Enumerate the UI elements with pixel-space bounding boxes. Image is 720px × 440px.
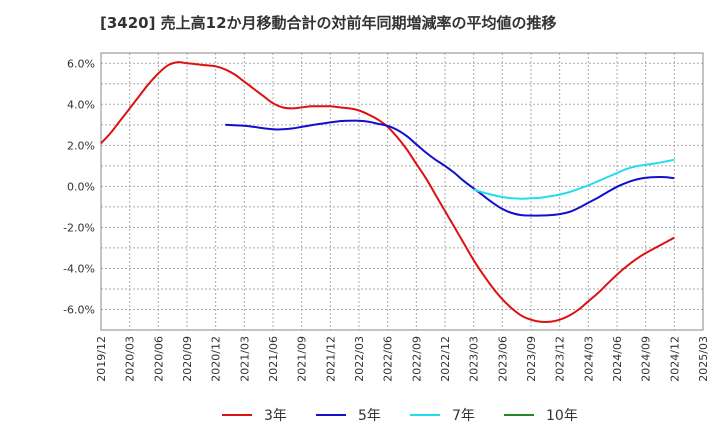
x-tick-label: 2022/09: [410, 336, 423, 382]
y-tick-label: -4.0%: [63, 262, 95, 275]
x-tick-label: 2023/03: [468, 336, 481, 382]
x-tick-label: 2021/06: [267, 336, 280, 382]
x-tick-label: 2021/09: [296, 336, 309, 382]
x-tick-label: 2020/03: [124, 336, 137, 382]
y-tick-label: -6.0%: [63, 303, 95, 316]
legend-label: 10年: [546, 408, 578, 424]
y-tick-label: 4.0%: [67, 98, 95, 111]
x-tick-label: 2024/03: [582, 336, 595, 382]
x-tick-label: 2020/09: [181, 336, 194, 382]
x-tick-label: 2024/06: [611, 336, 624, 382]
x-tick-label: 2022/12: [439, 336, 452, 382]
x-tick-label: 2022/03: [353, 336, 366, 382]
chart-legend: 3年 5年 7年 10年: [0, 403, 720, 427]
legend-item: 3年: [222, 403, 287, 427]
legend-swatch: [410, 414, 440, 416]
y-tick-label: -2.0%: [63, 221, 95, 234]
legend-swatch: [316, 414, 346, 416]
legend-label: 3年: [264, 408, 287, 424]
y-tick-label: 0.0%: [67, 180, 95, 193]
x-tick-label: 2019/12: [95, 336, 108, 382]
x-tick-label: 2024/12: [668, 336, 681, 382]
x-tick-label: 2023/06: [496, 336, 509, 382]
chart-title: [3420] 売上高12か月移動合計の対前年同期増減率の平均値の推移: [100, 14, 557, 32]
y-tick-label: 2.0%: [67, 139, 95, 152]
series-line-7年: [473, 158, 675, 200]
plot-border: [100, 52, 704, 331]
x-tick-label: 2021/03: [238, 336, 251, 382]
series-line-5年: [225, 119, 675, 217]
x-tick-label: 2021/12: [324, 336, 337, 382]
legend-label: 5年: [358, 408, 381, 424]
legend-swatch: [222, 414, 252, 416]
x-tick-label: 2022/06: [382, 336, 395, 382]
x-tick-label: 2023/12: [554, 336, 567, 382]
x-tick-label: 2024/09: [640, 336, 653, 382]
legend-label: 7年: [452, 408, 475, 424]
y-tick-label: 6.0%: [67, 57, 95, 70]
x-tick-label: 2023/09: [525, 336, 538, 382]
legend-swatch: [504, 414, 534, 416]
legend-item: 10年: [504, 403, 578, 427]
series-line-3年: [100, 61, 675, 324]
x-tick-label: 2025/03: [697, 336, 710, 382]
x-tick-label: 2020/06: [152, 336, 165, 382]
legend-item: 5年: [316, 403, 381, 427]
plot-area: [101, 53, 703, 330]
x-tick-label: 2020/12: [210, 336, 223, 382]
legend-item: 7年: [410, 403, 475, 427]
